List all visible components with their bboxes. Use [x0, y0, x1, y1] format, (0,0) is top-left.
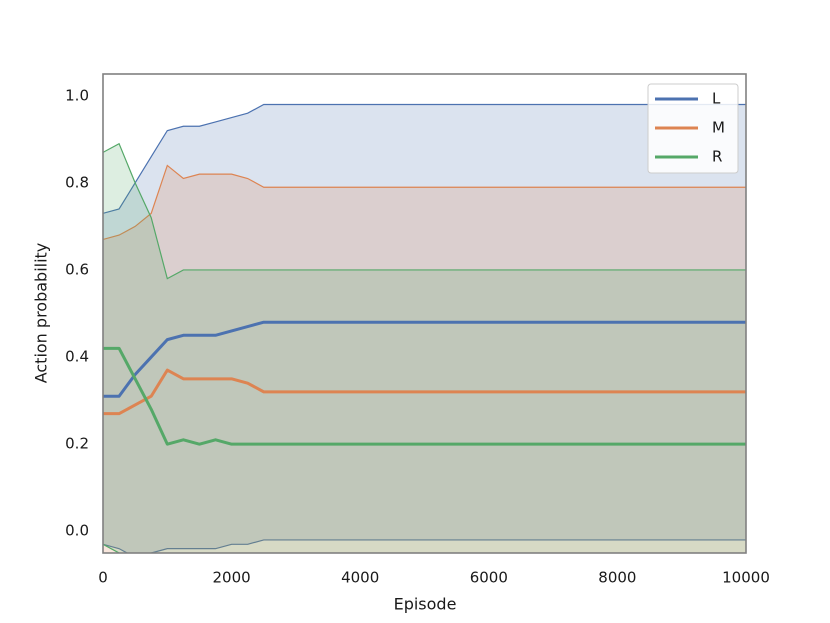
- y-tick-label: 0.6: [65, 260, 89, 278]
- band-lower-edge: [103, 575, 746, 597]
- x-tick-label: 8000: [598, 569, 636, 587]
- y-tick-label: 1.0: [65, 86, 89, 104]
- mean-line: [103, 346, 746, 446]
- x-tick-label: 0: [98, 569, 108, 587]
- mean-line: [103, 320, 746, 398]
- band-fill: [103, 104, 746, 553]
- x-tick-label: 4000: [341, 569, 379, 587]
- plot-area: [103, 103, 746, 597]
- y-tick-label: 0.8: [65, 173, 89, 191]
- axes-frame: [102, 73, 747, 554]
- legend-label: L: [712, 90, 721, 108]
- x-tick-label: 6000: [470, 569, 508, 587]
- y-axis-label: Action probability: [32, 243, 51, 384]
- legend-label: R: [712, 148, 722, 166]
- band-upper-edge: [103, 103, 746, 214]
- y-tick-label: 0.0: [65, 522, 89, 540]
- band-upper-edge: [103, 142, 746, 280]
- x-tick-label: 10000: [722, 569, 770, 587]
- x-axis-label: Episode: [394, 595, 457, 614]
- legend-label: M: [712, 119, 725, 137]
- band-fill: [103, 165, 746, 553]
- x-tick-label: 2000: [213, 569, 251, 587]
- y-tick-label: 0.4: [65, 348, 89, 366]
- band-lower-edge: [103, 539, 746, 553]
- y-tick-label: 0.2: [65, 435, 89, 453]
- mean-line: [103, 368, 746, 416]
- band-fill: [103, 143, 746, 553]
- band-upper-edge: [103, 164, 746, 241]
